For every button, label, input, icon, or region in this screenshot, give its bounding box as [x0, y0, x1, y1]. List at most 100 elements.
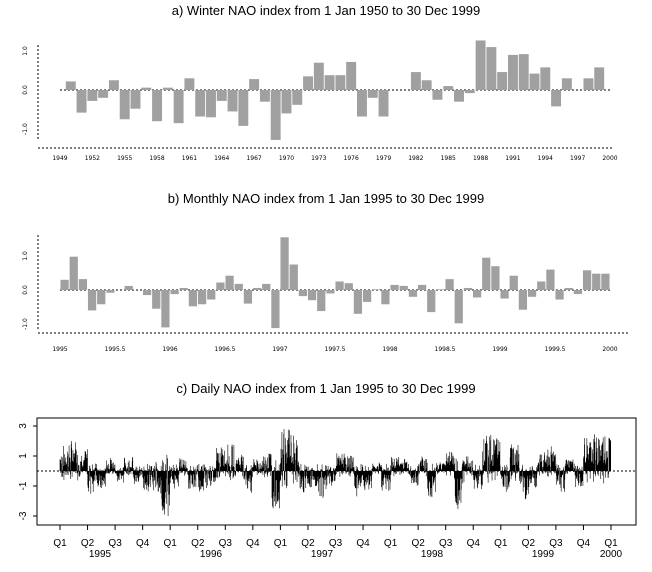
bar: [281, 90, 292, 114]
quarter-label: Q1: [494, 538, 508, 549]
bar: [463, 287, 473, 290]
bar: [346, 61, 357, 90]
bar: [527, 290, 537, 297]
x-tick-label: 1994: [538, 155, 553, 162]
bar: [162, 87, 173, 90]
bar: [141, 87, 152, 90]
bar: [106, 290, 115, 293]
bar: [87, 290, 97, 311]
x-tick-label: 1964: [214, 155, 229, 162]
bar: [427, 290, 436, 313]
bar: [225, 275, 234, 290]
chart-b: 1.0 0.0 -1.0 1995 1995.5 1996 1996.5 1997 1997.5…: [22, 235, 628, 353]
bar: [518, 290, 528, 310]
bar: [564, 287, 573, 290]
x-tick-label: 1958: [149, 155, 164, 162]
year-label: 1998: [421, 549, 444, 560]
y-tick-label: 1.0: [22, 251, 29, 261]
bar: [454, 290, 463, 324]
x-tick-label: 1997: [570, 155, 585, 162]
x-tick-label: 1999: [492, 346, 507, 353]
bar: [206, 90, 216, 118]
bar: [227, 90, 238, 112]
bar: [313, 62, 324, 90]
quarter-label: Q4: [467, 538, 481, 549]
bar: [497, 72, 508, 90]
bar: [216, 90, 227, 101]
year-label: 1995: [89, 549, 112, 560]
bar: [378, 90, 389, 117]
quarter-label: Q4: [246, 538, 260, 549]
quarter-label: Q1: [274, 538, 288, 549]
bar: [555, 290, 564, 300]
chart-c-title: c) Daily NAO index from 1 Jan 1995 to 30…: [176, 381, 476, 396]
bar: [486, 47, 497, 90]
bar: [98, 90, 109, 98]
bar: [357, 90, 367, 117]
bar: [594, 67, 605, 90]
bar: [87, 90, 98, 101]
y-tick-label: -1: [18, 481, 29, 490]
x-tick-label: 1997.5: [325, 346, 346, 353]
x-tick-label: 2000: [602, 346, 617, 353]
bar: [326, 290, 335, 294]
bar: [130, 90, 141, 109]
x-tick-label: 1995: [52, 346, 67, 353]
quarter-label: Q3: [329, 538, 343, 549]
bar: [152, 90, 163, 122]
bar: [445, 279, 454, 290]
bar: [475, 40, 486, 90]
x-tick-label: 1988: [473, 155, 488, 162]
bar: [280, 237, 289, 290]
bar: [173, 90, 184, 124]
y-tick-label: 0.0: [22, 85, 29, 95]
bar: [529, 73, 540, 90]
bar: [298, 290, 308, 297]
bar: [184, 78, 195, 90]
x-tick-label: 1998: [382, 346, 397, 353]
x-tick-label: 1961: [182, 155, 197, 162]
y-tick-label: 1: [18, 453, 29, 459]
bar: [249, 79, 260, 90]
bar: [417, 284, 427, 290]
bar: [390, 284, 399, 290]
bar: [303, 76, 313, 90]
chart-a: 1.0 0.0 -1.0 1949 1952 1955 1958 1961 1964 1967 19…: [22, 40, 618, 162]
bar: [500, 290, 509, 299]
bar: [443, 86, 454, 90]
bar: [454, 90, 464, 102]
quarter-label: Q1: [384, 538, 398, 549]
bar: [573, 290, 583, 295]
bar: [540, 67, 551, 90]
quarter-label: Q4: [136, 538, 150, 549]
x-tick-label: 1970: [279, 155, 294, 162]
bar: [317, 290, 326, 312]
bar: [518, 54, 529, 90]
y-tick-label: 0.0: [22, 285, 29, 295]
bar: [507, 54, 518, 90]
bar: [367, 90, 378, 98]
x-tick-label: 1979: [376, 155, 391, 162]
bar: [344, 283, 353, 290]
bar: [238, 90, 249, 126]
x-tick-label: 1997: [272, 346, 287, 353]
bar: [76, 90, 87, 113]
bar: [170, 290, 179, 295]
quarter-label: Q2: [522, 538, 536, 549]
bar: [509, 275, 518, 290]
bar: [353, 290, 363, 314]
bar: [65, 81, 76, 90]
bar: [335, 281, 344, 290]
bar: [97, 290, 106, 305]
x-tick-label: 1952: [85, 155, 100, 162]
bar: [381, 290, 390, 305]
x-tick-label: 1973: [311, 155, 326, 162]
bar: [108, 80, 119, 90]
bar: [119, 90, 130, 120]
quarter-label: Q2: [411, 538, 425, 549]
bar: [142, 290, 152, 296]
bar: [78, 279, 88, 290]
x-tick-label: 1967: [246, 155, 261, 162]
bar: [216, 282, 225, 290]
